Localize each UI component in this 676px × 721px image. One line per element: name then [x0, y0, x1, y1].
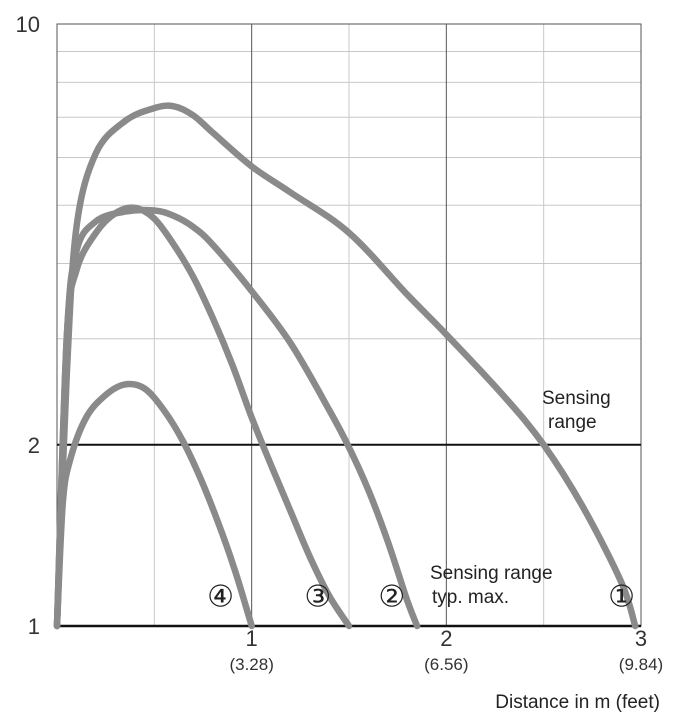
x-tick-label: 2 — [440, 626, 452, 651]
series-line-2 — [53, 206, 421, 630]
y-tick-label: 10 — [16, 12, 40, 37]
reference-line-label-1: Sensing — [542, 388, 611, 409]
series-marker-3: ③ — [304, 580, 331, 613]
annotation-line-2: typ. max. — [432, 587, 509, 608]
x-tick-label: 1 — [246, 626, 258, 651]
x-tick-sublabel: (3.28) — [229, 655, 273, 674]
x-tick-sublabel: (6.56) — [424, 655, 468, 674]
annotation-line-1: Sensing range — [430, 563, 553, 584]
y-tick-label: 2 — [28, 433, 40, 458]
tick-labels: 1 (3.28) 2 (6.56) 3 (9.84) 1 2 10 — [16, 12, 664, 674]
y-tick-label: 1 — [28, 614, 40, 639]
series-marker-1: ① — [608, 580, 635, 613]
series-layer: ① ② ③ ④ — [53, 102, 639, 630]
x-axis-label: Distance in m (feet) — [495, 692, 660, 713]
series-line-1 — [53, 102, 639, 630]
x-tick-sublabel: (9.84) — [619, 655, 663, 674]
x-tick-label: 3 — [635, 626, 647, 651]
series-marker-4: ④ — [207, 580, 234, 613]
reference-line-label-2: range — [548, 412, 597, 433]
series-line-4 — [53, 380, 255, 630]
series-marker-2: ② — [378, 580, 405, 613]
series-line-3 — [53, 204, 353, 630]
